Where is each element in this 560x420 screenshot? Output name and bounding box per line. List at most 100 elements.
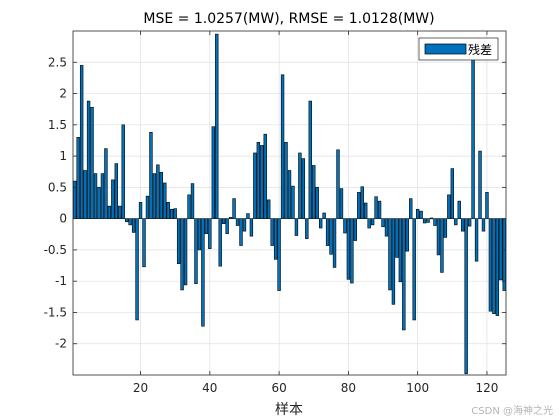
bar bbox=[287, 170, 292, 219]
bar bbox=[395, 218, 399, 258]
bar bbox=[388, 218, 392, 291]
bar bbox=[308, 100, 312, 219]
bars-group bbox=[73, 33, 506, 375]
bar bbox=[211, 126, 215, 219]
y-tick-label: 0.5 bbox=[48, 180, 67, 194]
bar bbox=[325, 218, 330, 246]
bar bbox=[86, 100, 91, 219]
axes-box bbox=[72, 30, 507, 376]
bar bbox=[464, 218, 468, 375]
legend-swatch bbox=[424, 43, 467, 55]
bar bbox=[90, 107, 94, 219]
y-tick-label: -0.5 bbox=[44, 243, 67, 257]
tick-labels: 20 40 60 80 100 120 -2 -1.5 -1 -0.5 0 0.5 1 1.5 2 2.5 bbox=[44, 55, 499, 395]
bar bbox=[429, 217, 434, 220]
bar bbox=[495, 218, 500, 316]
y-tick-label: 2.5 bbox=[48, 55, 67, 69]
x-tick-label: 100 bbox=[406, 381, 429, 395]
x-tick-label: 40 bbox=[202, 381, 217, 395]
bar bbox=[249, 218, 254, 237]
bar bbox=[433, 218, 437, 226]
bar bbox=[502, 218, 506, 291]
bar bbox=[332, 218, 337, 268]
y-tick-label: -1 bbox=[55, 274, 67, 288]
bar bbox=[461, 218, 465, 232]
bar bbox=[256, 142, 261, 219]
bar bbox=[415, 208, 420, 219]
bar bbox=[398, 218, 403, 283]
watermark: CSDN @海神之光 bbox=[471, 404, 553, 417]
bar bbox=[481, 218, 486, 232]
bar bbox=[104, 148, 108, 219]
bar bbox=[312, 165, 316, 219]
bar bbox=[360, 186, 364, 219]
bar bbox=[367, 218, 371, 229]
bar bbox=[79, 65, 84, 219]
bar bbox=[187, 194, 191, 219]
bar bbox=[412, 218, 416, 321]
bar bbox=[152, 173, 157, 219]
bar bbox=[447, 194, 451, 219]
bar bbox=[156, 164, 160, 219]
bar bbox=[284, 142, 288, 219]
bar bbox=[128, 218, 132, 226]
bar bbox=[357, 192, 361, 219]
bar bbox=[253, 152, 257, 219]
bar bbox=[443, 218, 448, 238]
bar bbox=[159, 172, 164, 219]
bar bbox=[76, 137, 80, 219]
bar bbox=[364, 202, 368, 219]
bar bbox=[145, 195, 150, 219]
bar bbox=[201, 218, 205, 327]
bar bbox=[478, 150, 482, 219]
bar bbox=[273, 218, 278, 260]
bar bbox=[471, 40, 475, 219]
bar bbox=[426, 218, 430, 223]
y-tick-label: 1 bbox=[59, 149, 67, 163]
bar bbox=[329, 218, 333, 255]
y-tick-label: 0 bbox=[59, 212, 67, 226]
bar bbox=[190, 183, 195, 219]
bar bbox=[409, 198, 413, 219]
bar bbox=[318, 218, 323, 229]
y-tick-label: 1.5 bbox=[48, 118, 67, 132]
bar bbox=[242, 218, 247, 232]
bar bbox=[377, 200, 382, 219]
bar bbox=[170, 208, 174, 219]
bar bbox=[225, 218, 229, 234]
bar bbox=[197, 218, 202, 251]
bar bbox=[492, 218, 496, 315]
bar bbox=[270, 218, 274, 246]
bar bbox=[121, 124, 125, 219]
bar bbox=[208, 218, 212, 249]
bar bbox=[260, 145, 264, 219]
bar bbox=[263, 133, 267, 219]
bar bbox=[246, 213, 250, 219]
bar bbox=[374, 196, 378, 219]
bar bbox=[405, 218, 409, 252]
bar bbox=[454, 218, 458, 226]
bar bbox=[402, 218, 406, 331]
bar bbox=[301, 158, 306, 219]
bar bbox=[97, 187, 101, 219]
bar bbox=[135, 218, 139, 321]
bar bbox=[215, 33, 219, 219]
y-tick-label: 2 bbox=[59, 87, 67, 101]
bar bbox=[114, 163, 118, 219]
bar bbox=[149, 132, 153, 219]
x-tick-label: 120 bbox=[475, 381, 498, 395]
bar bbox=[422, 218, 427, 224]
x-tick-label: 60 bbox=[271, 381, 286, 395]
legend: 残差 bbox=[418, 37, 499, 61]
bar bbox=[83, 170, 87, 219]
bar bbox=[131, 218, 136, 233]
bar bbox=[194, 218, 198, 284]
bar bbox=[291, 185, 295, 219]
bar bbox=[305, 218, 309, 239]
bar bbox=[277, 218, 281, 291]
bar bbox=[346, 218, 351, 280]
bar bbox=[138, 202, 143, 219]
bar bbox=[125, 218, 129, 223]
bar bbox=[163, 182, 167, 219]
bar bbox=[228, 217, 233, 219]
